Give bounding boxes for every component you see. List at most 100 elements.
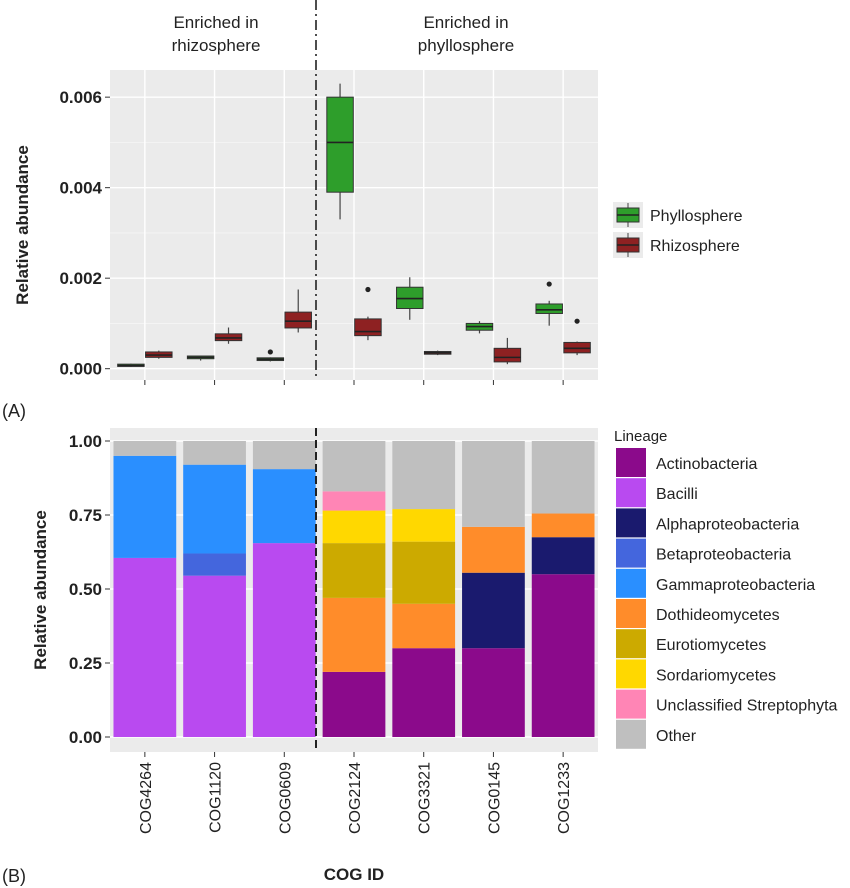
panel-b-legend: Lineage Actinobacteria Bacilli Alphaproteob… <box>614 428 838 749</box>
bar-segment-alphaproteobacteria <box>462 572 525 649</box>
box-phyllosphere-COG1233 <box>535 281 563 326</box>
box-rhizosphere-COG1120 <box>214 327 243 344</box>
box-rhizosphere-COG0609 <box>284 289 312 333</box>
group-right-line2: phyllosphere <box>418 36 514 55</box>
panel-a-boxes <box>117 83 591 367</box>
bar-segment-eurotiomycetes <box>322 543 386 598</box>
box-phyllosphere-COG4264 <box>117 363 145 367</box>
legend-swatch-betaproteobacteria <box>616 538 646 568</box>
legend-swatch-dothideomycetes <box>616 599 646 628</box>
legend-swatch-eurotiomycetes <box>616 629 646 659</box>
bar-segment-actinobacteria <box>322 671 386 737</box>
x-tick-label-b: COG0145 <box>486 762 503 834</box>
y-tick-label-a: 0.000 <box>59 360 102 379</box>
box-rhizosphere-COG0145 <box>493 337 522 365</box>
legend-swatch-other <box>616 719 646 749</box>
bar-segment-other <box>322 441 386 492</box>
panel-a-label: (A) <box>2 401 26 421</box>
y-tick-label-b: 0.00 <box>69 728 102 747</box>
y-tick-label-b: 1.00 <box>69 432 102 451</box>
bar-segment-gammaproteobacteria <box>113 455 177 558</box>
legend-label: Rhizosphere <box>650 238 740 255</box>
y-tick-label-b: 0.50 <box>69 580 102 599</box>
outlier-point <box>574 318 580 324</box>
y-tick-label-b: 0.25 <box>69 654 102 673</box>
y-tick-label-a: 0.002 <box>59 269 102 288</box>
legend-swatch-actinobacteria <box>616 448 646 477</box>
panel-b-stacked-bars: 0.00 0.25 0.50 0.75 1.00 COG4264 COG1120 COG06… <box>31 428 838 884</box>
bar-segment-sordariomycetes <box>322 510 386 544</box>
bar-segment-gammaproteobacteria <box>252 469 316 544</box>
bar-segment-dothideomycetes <box>392 603 456 649</box>
box-body <box>535 303 563 314</box>
panel-a-grid <box>110 70 598 380</box>
box-rhizosphere-COG2124 <box>354 286 382 341</box>
group-left-line2: rhizosphere <box>172 36 261 55</box>
box-rhizosphere-COG4264 <box>145 350 173 359</box>
bar-segment-unclassified-streptophyta <box>322 491 386 511</box>
group-right-line1: Enriched in <box>423 13 508 32</box>
bar-segment-dothideomycetes <box>531 513 595 538</box>
panel-b-x-label: COG ID <box>324 865 384 884</box>
bar-segment-actinobacteria <box>392 648 456 737</box>
panel-a-y-label: Relative abundance <box>13 145 32 305</box>
box-phyllosphere-COG2124 <box>326 83 354 220</box>
panel-b-x-ticks: COG4264 COG1120 COG0609 COG2124 COG3321 COG01… <box>138 752 573 834</box>
bar-segment-betaproteobacteria <box>183 553 246 576</box>
x-tick-label-b: COG2124 <box>347 762 364 834</box>
x-tick-label-b: COG0609 <box>277 762 294 834</box>
legend-label: Eurotiomycetes <box>656 637 766 654</box>
box-phyllosphere-COG0145 <box>465 321 494 334</box>
box-phyllosphere-COG1120 <box>186 355 215 361</box>
y-tick-label-a: 0.006 <box>59 88 102 107</box>
bar-segment-actinobacteria <box>531 574 595 737</box>
bar-segment-other <box>462 441 525 527</box>
panel-b-y-ticks: 0.00 0.25 0.50 0.75 1.00 <box>69 432 110 747</box>
legend-label: Bacilli <box>656 486 698 503</box>
panel-b-y-label: Relative abundance <box>31 510 50 670</box>
bar-segment-other <box>183 441 246 465</box>
bar-segment-actinobacteria <box>462 648 525 737</box>
bar-segment-eurotiomycetes <box>392 541 456 604</box>
legend-label: Dothideomycetes <box>656 607 780 624</box>
legend-label: Phyllosphere <box>650 208 743 225</box>
legend-swatch-gammaproteobacteria <box>616 568 646 598</box>
legend-label: Actinobacteria <box>656 456 757 473</box>
panel-b-bars <box>113 441 595 737</box>
bar-segment-other <box>531 441 595 514</box>
box-body <box>326 96 354 193</box>
panel-b-label: (B) <box>2 866 26 886</box>
outlier-point <box>267 349 273 355</box>
group-left-line1: Enriched in <box>173 13 258 32</box>
bar-segment-alphaproteobacteria <box>531 537 595 575</box>
legend-label: Alphaproteobacteria <box>656 516 799 533</box>
panel-a-y-ticks: 0.000 0.002 0.004 0.006 <box>59 88 564 385</box>
bar-segment-other <box>252 441 316 470</box>
legend-label: Other <box>656 728 697 745</box>
legend-label: Sordariomycetes <box>656 667 776 684</box>
box-phyllosphere-COG3321 <box>396 277 424 320</box>
box-body <box>493 347 522 363</box>
panel-a-legend: Phyllosphere Rhizosphere <box>613 202 743 258</box>
bar-segment-other <box>392 441 456 510</box>
box-phyllosphere-COG0609 <box>256 349 285 362</box>
bar-segment-other <box>113 441 177 456</box>
legend-swatch-bacilli <box>616 478 646 508</box>
bar-segment-bacilli <box>183 575 246 737</box>
x-tick-label-b: COG4264 <box>138 762 155 834</box>
box-rhizosphere-COG3321 <box>423 350 452 356</box>
legend-title: Lineage <box>614 428 667 445</box>
bar-segment-gammaproteobacteria <box>183 464 246 554</box>
legend-label: Betaproteobacteria <box>656 547 791 564</box>
x-tick-label-b: COG1233 <box>556 762 573 834</box>
bar-segment-dothideomycetes <box>462 526 525 573</box>
x-tick-label-b: COG3321 <box>417 762 434 834</box>
outlier-point <box>365 286 371 293</box>
outlier-point <box>546 281 552 287</box>
legend-swatch-unclassified-streptophyta <box>616 689 646 719</box>
legend-label: Gammaproteobacteria <box>656 577 815 594</box>
bar-segment-bacilli <box>113 557 177 737</box>
x-tick-label-b: COG1120 <box>208 762 225 833</box>
bar-segment-sordariomycetes <box>392 509 456 542</box>
